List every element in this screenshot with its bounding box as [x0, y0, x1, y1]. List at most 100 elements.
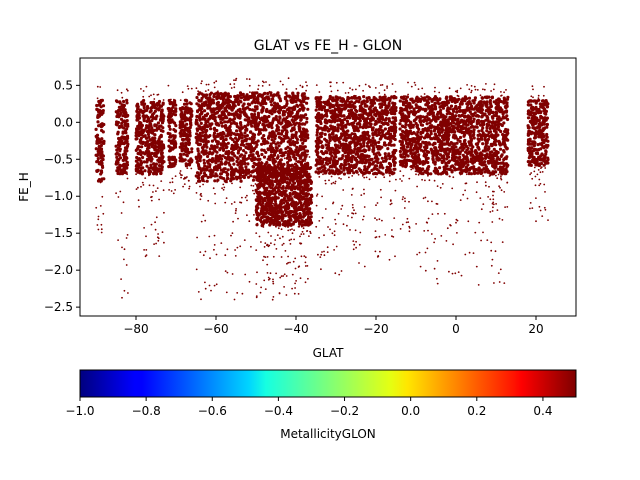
data-point	[260, 191, 264, 195]
data-point	[363, 102, 367, 106]
data-point	[189, 160, 194, 164]
data-point	[203, 180, 206, 183]
data-point	[138, 149, 142, 153]
data-point	[266, 244, 268, 247]
data-point	[163, 211, 165, 214]
data-point	[122, 111, 126, 115]
data-point	[151, 141, 155, 145]
data-point	[283, 96, 288, 100]
data-point	[357, 121, 361, 125]
data-point	[229, 122, 233, 126]
data-point	[380, 156, 384, 160]
data-point	[209, 257, 211, 260]
data-point	[279, 208, 283, 212]
data-point	[257, 88, 259, 91]
data-point	[369, 101, 373, 105]
data-point	[384, 168, 389, 172]
data-point	[269, 201, 273, 205]
data-point	[264, 242, 267, 245]
data-point	[261, 85, 264, 87]
data-point	[324, 179, 327, 182]
data-point	[144, 126, 148, 130]
data-point	[244, 145, 248, 150]
data-point	[287, 171, 291, 175]
data-point	[299, 235, 301, 238]
data-point	[222, 96, 226, 100]
data-point	[169, 162, 173, 166]
data-point	[226, 176, 230, 181]
data-point	[190, 150, 194, 154]
data-point	[122, 99, 126, 104]
data-point	[288, 239, 291, 242]
data-point	[208, 99, 212, 103]
data-point	[248, 78, 251, 81]
data-point	[229, 133, 233, 137]
data-point	[195, 182, 198, 185]
data-point	[161, 231, 164, 234]
data-point	[390, 95, 394, 99]
data-point	[260, 241, 262, 243]
data-point	[269, 221, 273, 225]
data-point	[213, 81, 216, 84]
data-point	[369, 86, 371, 89]
data-point	[299, 100, 303, 104]
data-point	[267, 125, 271, 129]
data-point	[99, 205, 102, 207]
data-point	[101, 195, 104, 198]
data-point	[198, 143, 202, 147]
data-point	[308, 166, 312, 171]
data-point	[239, 201, 241, 204]
data-point	[96, 152, 100, 157]
data-point	[272, 153, 276, 157]
data-point	[150, 199, 153, 202]
data-point	[236, 97, 240, 101]
data-point	[319, 121, 323, 126]
data-point	[355, 170, 359, 174]
data-point	[350, 194, 353, 196]
data-point	[353, 132, 357, 136]
data-point	[253, 122, 257, 126]
data-point	[221, 187, 224, 190]
data-point	[95, 107, 99, 111]
data-point	[189, 121, 193, 125]
data-point	[117, 196, 120, 198]
data-point	[148, 174, 150, 177]
data-point	[300, 152, 304, 156]
data-point	[291, 136, 295, 140]
data-point	[314, 116, 319, 120]
data-point	[270, 147, 274, 151]
data-point	[268, 84, 271, 86]
data-point	[183, 127, 187, 131]
data-point	[154, 117, 158, 121]
data-point	[289, 229, 292, 231]
data-point	[368, 85, 370, 87]
data-point	[232, 120, 236, 124]
data-point	[356, 152, 360, 156]
data-point	[94, 127, 98, 131]
data-point	[246, 194, 248, 197]
data-point	[162, 99, 165, 101]
data-point	[102, 177, 106, 181]
data-point	[102, 212, 105, 215]
data-point	[140, 185, 142, 188]
data-point	[246, 78, 248, 80]
data-point	[316, 138, 320, 142]
data-point	[116, 112, 120, 116]
data-point	[276, 132, 280, 136]
data-point	[188, 131, 192, 135]
data-point	[162, 146, 166, 150]
data-point	[195, 121, 199, 125]
data-point	[275, 248, 278, 250]
data-point	[167, 117, 171, 121]
data-point	[372, 95, 376, 100]
data-point	[379, 105, 384, 109]
data-point	[214, 111, 218, 115]
data-point	[217, 163, 221, 167]
data-point	[300, 233, 303, 236]
data-point	[222, 92, 226, 96]
data-point	[123, 170, 127, 175]
data-point	[352, 206, 354, 209]
data-point	[117, 105, 121, 109]
data-point	[275, 272, 277, 275]
data-point	[194, 135, 198, 140]
